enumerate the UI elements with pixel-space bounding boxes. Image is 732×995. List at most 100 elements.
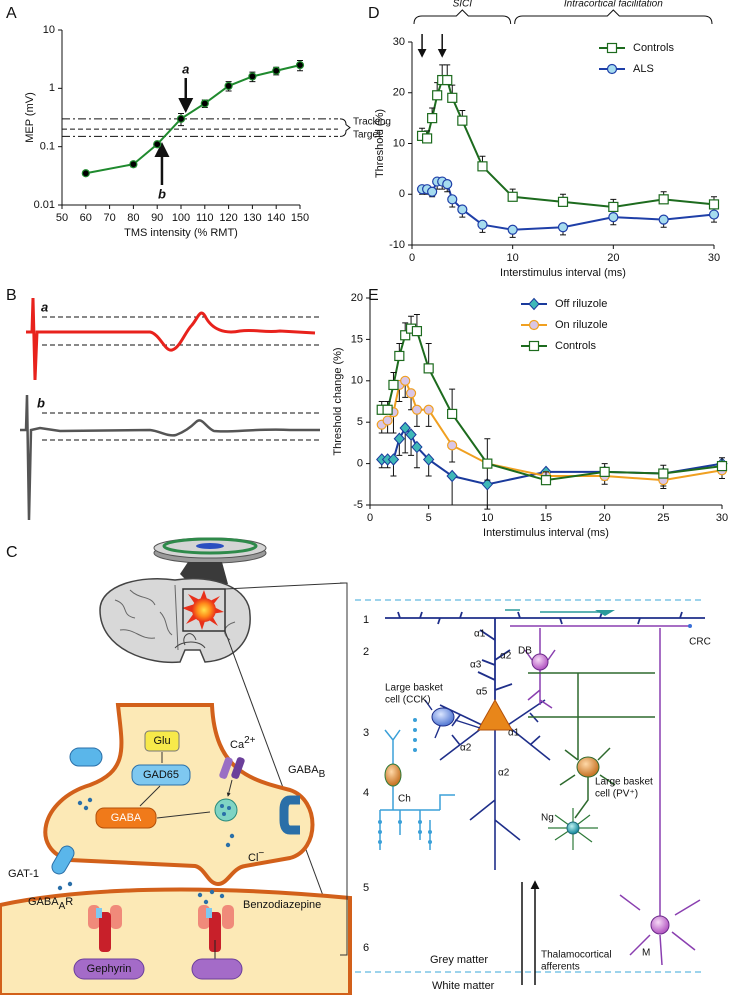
panel-label: E: [368, 287, 379, 304]
panel-label: C: [6, 544, 18, 561]
afferent-arrow: [521, 882, 535, 985]
panel-label: B: [6, 287, 17, 304]
gaba-a-after: R: [65, 896, 73, 908]
marker: [411, 326, 423, 337]
presynaptic-terminal: [43, 703, 315, 887]
gephyrin-label: Gephyrin: [87, 963, 132, 975]
marker: [422, 453, 435, 466]
y-tick-label: 0: [357, 458, 363, 470]
legend-marker: [528, 340, 540, 352]
receptor-label: α2: [500, 651, 512, 662]
marker: [382, 404, 393, 415]
marker: [447, 408, 458, 420]
annotation: a: [182, 61, 189, 76]
x-tick-label: 0: [409, 252, 415, 264]
receptor-label: α2: [498, 768, 510, 779]
x-tick-label: 30: [708, 252, 720, 264]
m-cell: [650, 915, 670, 935]
x-tick-label: 30: [716, 512, 728, 524]
marker: [477, 161, 488, 172]
marker: [442, 179, 453, 190]
layer-label: 2: [363, 646, 369, 658]
cck-label: cell (CCK): [385, 695, 431, 706]
calcium-label: Ca2+: [230, 735, 256, 751]
x-tick-label: 20: [599, 512, 611, 524]
marker: [200, 99, 209, 108]
bracket: [514, 9, 713, 25]
crc-axon: [505, 609, 600, 613]
marker: [608, 211, 619, 223]
marker: [716, 460, 728, 472]
bracket: [340, 582, 348, 956]
marker: [507, 224, 518, 235]
marker: [81, 169, 90, 178]
y-tick-label: 1: [49, 82, 55, 94]
zoom-box: [182, 588, 226, 632]
marker: [400, 330, 411, 341]
grey-matter-label: Grey matter: [430, 954, 488, 966]
ch-label: Ch: [398, 794, 411, 805]
x-axis-label: Interstimulus interval (ms): [500, 267, 626, 279]
marker: [405, 428, 417, 441]
ch-cell: [384, 763, 402, 787]
gad-box: [131, 764, 191, 786]
gaba-b-sub: B: [319, 769, 326, 780]
y-tick-label: 20: [393, 87, 405, 99]
legend-marker: [606, 42, 618, 54]
marker: [393, 432, 406, 446]
gaba-label: GABA: [111, 812, 142, 824]
coil-center: [196, 543, 224, 549]
receptor-label: α5: [476, 687, 488, 698]
x-tick-label: 150: [291, 212, 309, 224]
y-tick-label: 5: [357, 416, 363, 428]
marker: [176, 114, 186, 123]
legend-label: On riluzole: [555, 319, 608, 331]
gad-label: GAD65: [143, 769, 179, 781]
x-tick-label: 80: [127, 212, 139, 224]
trace-label: b: [37, 395, 45, 410]
bracket: [339, 118, 351, 137]
marker: [557, 196, 569, 207]
pv-cell: [576, 756, 600, 778]
stimulation: [192, 598, 216, 622]
marker: [427, 186, 438, 197]
x-tick-label: 15: [540, 512, 552, 524]
panel-c-left: Glu GAD65 GABA Ca2+ GABAB GAT-1 Cl− GABA…: [0, 537, 352, 995]
afferent-label: afferents: [541, 962, 580, 973]
x-tick-label: 90: [151, 212, 163, 224]
marker: [599, 466, 610, 477]
trace: [20, 394, 320, 521]
y-tick-label: 30: [393, 36, 405, 48]
neurotransmitter: [57, 797, 235, 905]
calcium-sup: 2+: [244, 735, 256, 746]
y-tick-label: 0: [399, 188, 405, 200]
gephyrin: [191, 958, 243, 980]
x-tick-label: 60: [80, 212, 92, 224]
gephyrin: [73, 958, 145, 980]
chloride-text: Cl: [248, 852, 258, 864]
pv-label: Large basket: [595, 777, 653, 788]
y-tick-label: 0.01: [34, 199, 55, 211]
pyramidal-cell: [477, 698, 513, 731]
glu-label: Glu: [153, 735, 170, 747]
panel-label: D: [368, 5, 380, 22]
gaba-box: [95, 807, 157, 829]
db-dendrite: [524, 628, 556, 709]
legend-label: Controls: [555, 340, 596, 352]
marker: [432, 90, 443, 101]
legend-label: Off riluzole: [555, 298, 607, 310]
layer-label: 4: [363, 787, 369, 799]
legend-marker: [606, 63, 618, 75]
marker: [708, 199, 720, 210]
x-axis-label: Interstimulus interval (ms): [483, 527, 609, 539]
arrow: [139, 752, 233, 819]
cck-label: Large basket: [385, 683, 443, 694]
white-matter-label: White matter: [432, 980, 495, 992]
bracket: [413, 9, 512, 25]
db-label: DB: [518, 646, 532, 657]
marker: [411, 404, 423, 415]
trace-label: a: [41, 299, 48, 314]
legend-marker: [528, 319, 540, 331]
ng-label: Ng: [541, 813, 554, 824]
